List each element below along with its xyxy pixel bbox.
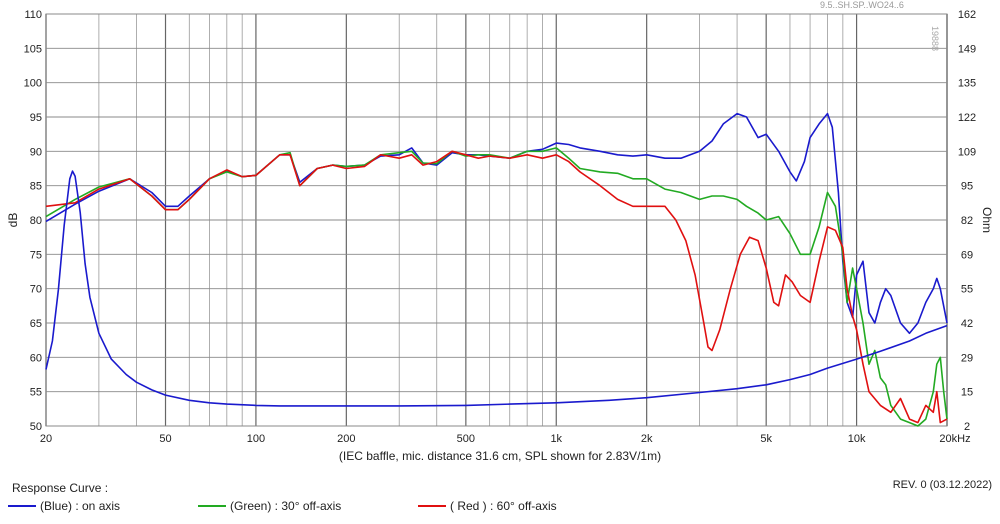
top-note: 9.5..SH.SP..WO24..6 [820, 0, 904, 10]
legend-item-red: ( Red ) : 60° off-axis [418, 499, 557, 513]
y-tick-label: 55 [30, 387, 42, 399]
x-tick-label: 10k [848, 433, 866, 445]
y-axis-ticks: 50 55 60 65 70 75 80 85 90 95 100 105 110 [24, 9, 42, 433]
x-tick-label: 500 [457, 433, 475, 445]
x-tick-label: 20kHz [939, 433, 970, 445]
legend-swatch-green [198, 505, 226, 507]
y-tick-label: 105 [24, 43, 42, 55]
y2-tick-label: 69 [961, 249, 973, 261]
grid-lines [45, 13, 948, 427]
legend-label-green: (Green) : 30° off-axis [230, 499, 342, 513]
curves [45, 112, 948, 427]
x-tick-label: 1k [550, 433, 562, 445]
y2-axis-ticks: 2 15 29 42 55 69 82 95 109 122 135 149 162 [958, 9, 976, 433]
legend-label-blue: (Blue) : on axis [40, 499, 121, 513]
y-tick-label: 95 [30, 112, 42, 124]
revision-label: REV. 0 (03.12.2022) [892, 479, 992, 491]
y-tick-label: 80 [30, 215, 42, 227]
y-tick-label: 90 [30, 146, 42, 158]
y-tick-label: 100 [24, 78, 42, 90]
y2-tick-label: 109 [958, 146, 976, 158]
x-tick-label: 50 [159, 433, 171, 445]
y2-tick-label: 2 [964, 421, 970, 433]
x-axis-ticks: 20 50 100 200 500 1k 2k 5k 10k 20kHz [40, 433, 971, 445]
side-note: 19888 [930, 26, 940, 52]
y-tick-label: 60 [30, 352, 42, 364]
y2-tick-label: 162 [958, 9, 976, 21]
y2-tick-label: 29 [961, 352, 973, 364]
y-tick-label: 75 [30, 249, 42, 261]
y2-tick-label: 135 [958, 78, 976, 90]
x-tick-label: 2k [641, 433, 653, 445]
chart-caption: (IEC baffle, mic. distance 31.6 cm, SPL … [338, 449, 662, 463]
legend-swatch-red [418, 505, 446, 507]
x-tick-label: 100 [247, 433, 265, 445]
legend-label-red: ( Red ) : 60° off-axis [450, 499, 557, 513]
impedance-curve [45, 170, 948, 407]
y2-tick-label: 82 [961, 215, 973, 227]
y-tick-label: 50 [30, 421, 42, 433]
y-axis-label: dB [6, 213, 20, 228]
y-tick-label: 110 [24, 9, 42, 21]
y2-tick-label: 42 [961, 318, 973, 330]
y2-tick-label: 149 [958, 43, 976, 55]
y2-tick-label: 15 [961, 387, 973, 399]
y2-axis-label: Ohm [980, 207, 994, 233]
x-tick-label: 20 [40, 433, 52, 445]
y-tick-label: 85 [30, 181, 42, 193]
y-tick-label: 65 [30, 318, 42, 330]
legend-item-blue: (Blue) : on axis [8, 499, 120, 513]
y2-tick-label: 55 [961, 284, 973, 296]
legend-item-green: (Green) : 30° off-axis [198, 499, 341, 513]
x-tick-label: 200 [337, 433, 355, 445]
legend-swatch-blue [8, 505, 36, 507]
y2-tick-label: 95 [961, 181, 973, 193]
series-line-2 [45, 150, 948, 424]
frequency-response-chart: 20 50 100 200 500 1k 2k 5k 10k 20kHz 505560657075… [6, 9, 994, 445]
x-tick-label: 5k [760, 433, 772, 445]
response-curve-title: Response Curve : [12, 481, 109, 495]
y2-tick-label: 122 [958, 112, 976, 124]
y-tick-label: 70 [30, 284, 42, 296]
